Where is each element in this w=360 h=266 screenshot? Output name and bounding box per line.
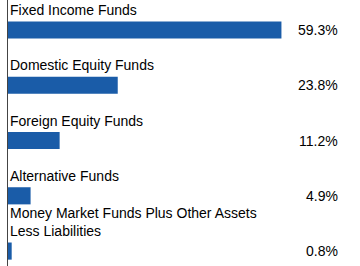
svg-text:Foreign Equity Funds: Foreign Equity Funds: [10, 113, 143, 129]
svg-text:4.9%: 4.9%: [306, 188, 338, 204]
svg-text:Domestic Equity Funds: Domestic Equity Funds: [10, 57, 154, 73]
svg-text:0.8%: 0.8%: [306, 243, 338, 259]
svg-text:59.3%: 59.3%: [298, 22, 338, 38]
svg-text:23.8%: 23.8%: [298, 77, 338, 93]
svg-text:11.2%: 11.2%: [299, 133, 338, 149]
svg-text:Money Market Funds Plus Other: Money Market Funds Plus Other AssetsLess…: [10, 205, 257, 239]
svg-text:Fixed Income Funds: Fixed Income Funds: [10, 2, 137, 18]
svg-text:Alternative Funds: Alternative Funds: [10, 168, 119, 184]
